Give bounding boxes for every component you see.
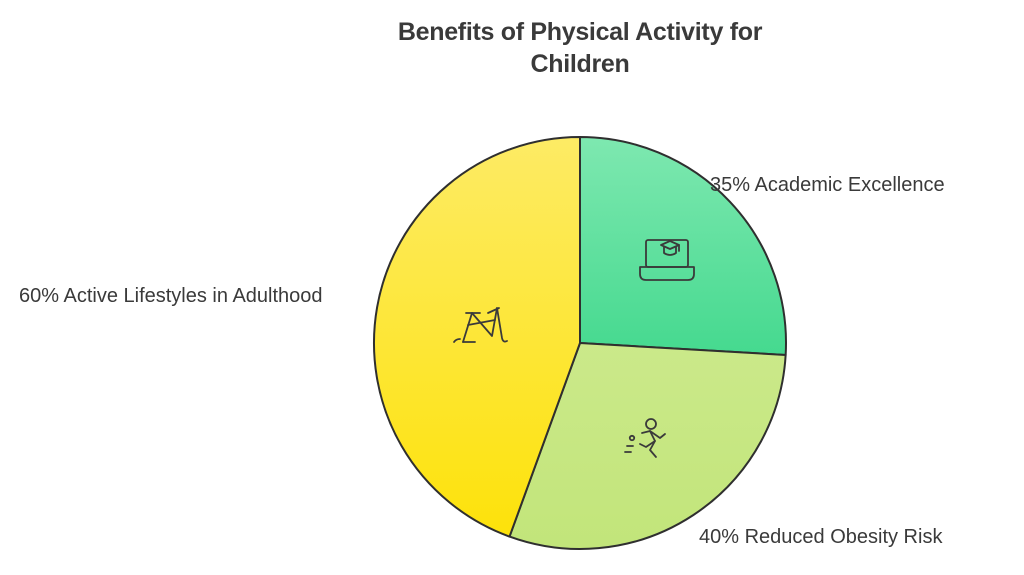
chart-title-line-2: Children xyxy=(530,50,630,78)
chart-title: Benefits of Physical Activity for Childr… xyxy=(0,16,1024,80)
laptop-graduation-cap-icon xyxy=(639,239,695,281)
slice-label-academic-excellence: 35% Academic Excellence xyxy=(710,174,945,196)
bicycle-icon xyxy=(453,307,508,343)
slice-label-reduced-obesity-risk: 40% Reduced Obesity Risk xyxy=(699,526,943,548)
chart-title-line-1: Benefits of Physical Activity for xyxy=(397,18,763,46)
pie-slice-bicycle xyxy=(373,136,581,538)
running-person-icon xyxy=(624,418,666,458)
pie-slices xyxy=(373,136,787,550)
slice-label-active-lifestyles: 60% Active Lifestyles in Adulthood xyxy=(19,285,323,307)
pie-slice-laptop-graduation-cap xyxy=(579,136,787,356)
